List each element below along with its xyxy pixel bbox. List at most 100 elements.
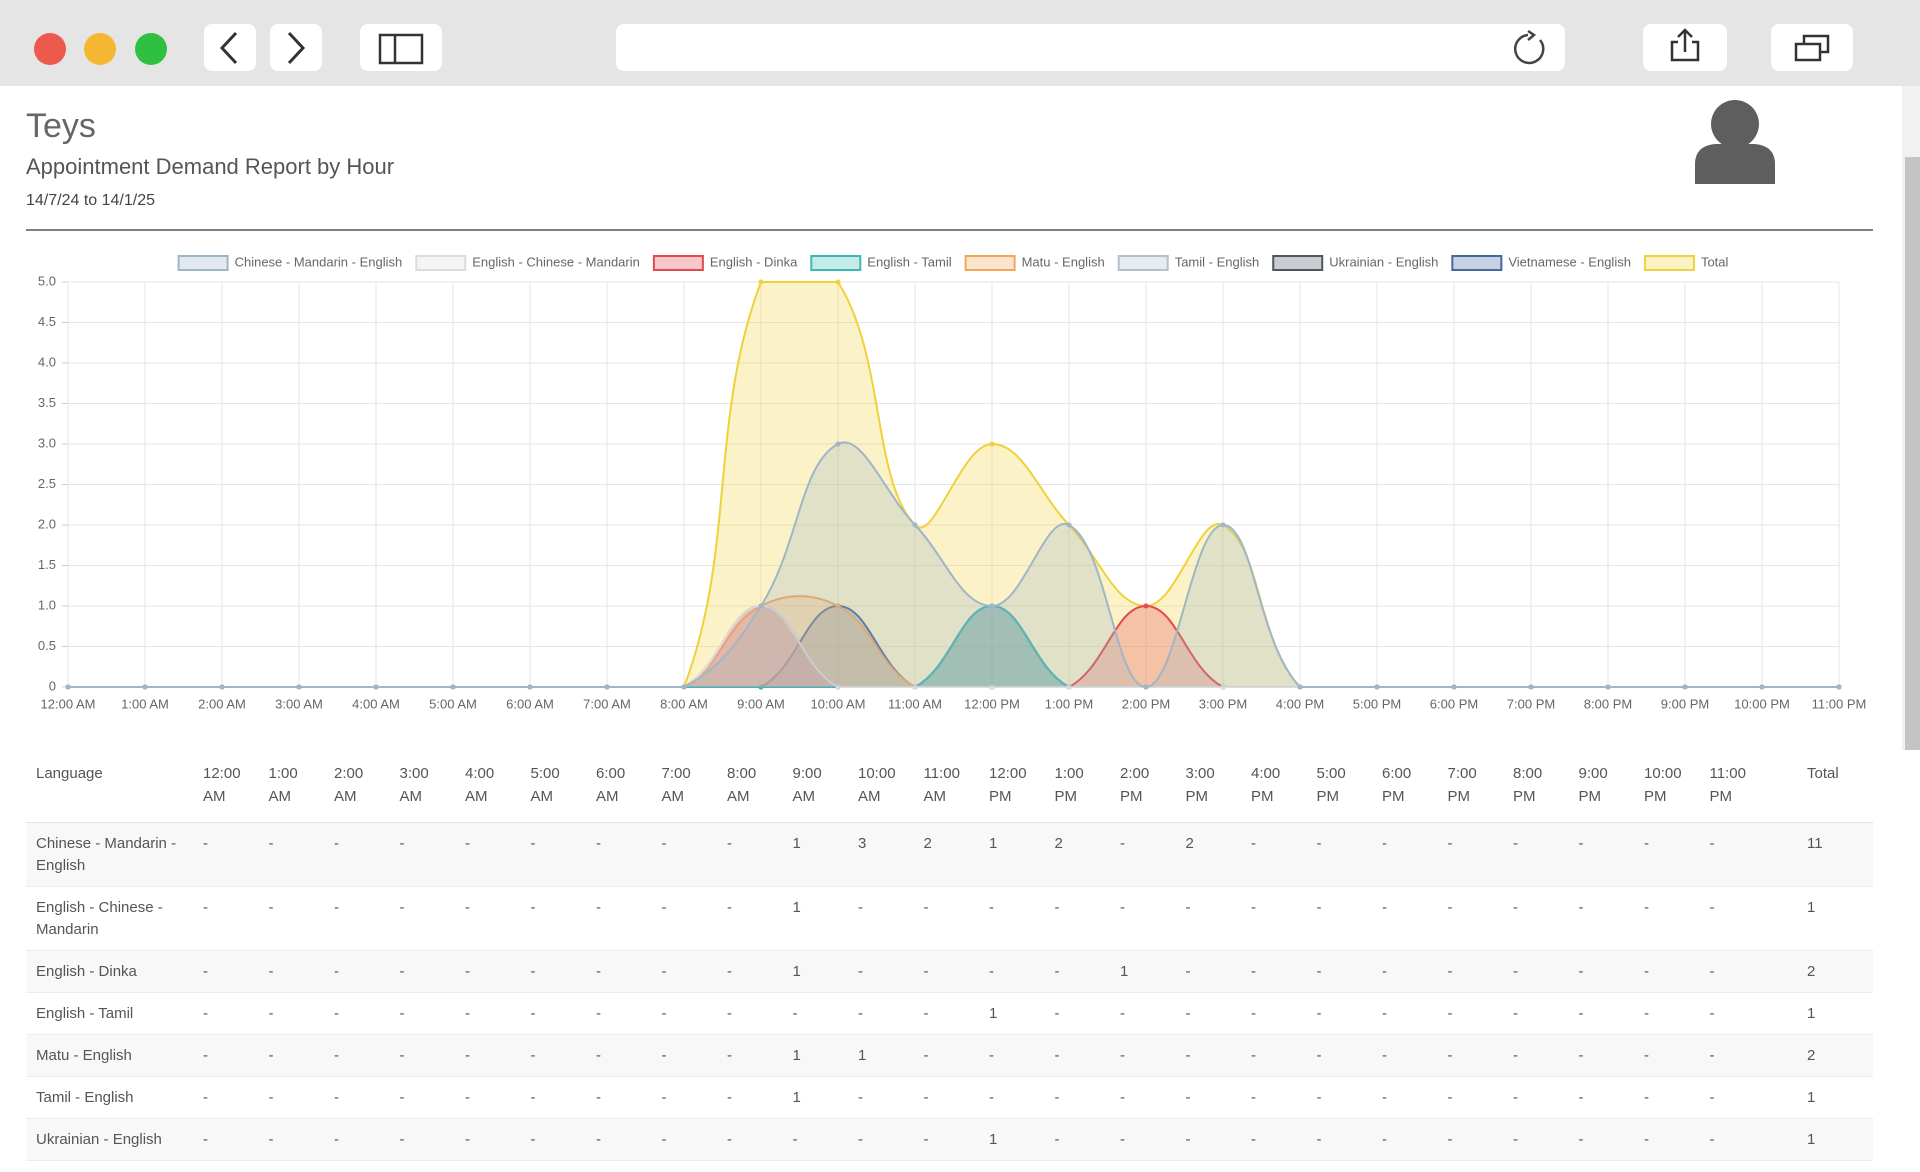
count-cell: - — [520, 1118, 586, 1161]
series-area — [68, 606, 1839, 687]
count-cell: 1 — [782, 950, 848, 993]
count-cell: - — [520, 950, 586, 993]
count-cell: - — [1699, 992, 1765, 1035]
count-cell: - — [1568, 1034, 1634, 1077]
count-cell: - — [848, 950, 914, 993]
series-point — [1374, 684, 1380, 690]
table-row: Ukrainian - English - - - - - - - - - - - -1- - - - - - - -… — [26, 1118, 1873, 1161]
series-point — [1143, 603, 1149, 609]
legend-label: Matu - English — [1022, 254, 1105, 269]
legend-item: English - Tamil — [810, 254, 952, 271]
back-button[interactable] — [204, 24, 256, 71]
language-cell: English - Tamil — [26, 992, 193, 1035]
count-cell: - — [1241, 1118, 1307, 1161]
y-tick-label: 5.0 — [38, 273, 56, 288]
legend-label: Chinese - Mandarin - English — [235, 254, 403, 269]
address-bar[interactable] — [616, 24, 1565, 71]
language-cell: Tamil - English — [26, 1076, 193, 1119]
y-tick-label: 0.5 — [38, 638, 56, 653]
x-tick-label: 9:00 PM — [1661, 696, 1709, 711]
series-point — [527, 684, 533, 690]
y-tick-label: 1.0 — [38, 597, 56, 612]
header-cell: 11:00 AM — [913, 750, 979, 823]
header-cell: 9:00 AM — [782, 750, 848, 823]
count-cell: - — [1372, 1118, 1438, 1161]
legend-label: English - Chinese - Mandarin — [472, 254, 640, 269]
legend-item: Vietnamese - English — [1451, 254, 1631, 271]
tabs-button[interactable] — [1771, 24, 1853, 71]
count-cell: - — [1437, 1076, 1503, 1119]
close-button[interactable] — [34, 33, 66, 65]
count-cell: 1 — [979, 822, 1045, 887]
language-cell: Ukrainian - English — [26, 1118, 193, 1161]
count-cell: - — [258, 950, 324, 993]
series-point — [989, 603, 995, 609]
legend-item: Chinese - Mandarin - English — [177, 254, 403, 271]
count-cell: - — [913, 886, 979, 951]
chart: Teys Appointment Demand Report by Hour 1… — [0, 0, 1920, 750]
count-cell: - — [1634, 1076, 1700, 1119]
count-cell: - — [1044, 950, 1110, 993]
count-cell: - — [1372, 950, 1438, 993]
series-point — [219, 684, 225, 690]
count-cell: - — [389, 1034, 455, 1077]
count-cell: - — [979, 1076, 1045, 1119]
count-cell: - — [1044, 1034, 1110, 1077]
count-cell: - — [651, 1034, 717, 1077]
count-cell: - — [651, 950, 717, 993]
count-cell: - — [258, 1118, 324, 1161]
legend-swatch — [1272, 255, 1324, 271]
scrollbar-thumb[interactable] — [1905, 157, 1920, 750]
avatar-body[interactable] — [1695, 144, 1775, 184]
x-tick-label: 1:00 PM — [1045, 696, 1093, 711]
table-row: English - Dinka - - - - - - - - -1- - - -1- - - - - - - - -2 — [26, 950, 1873, 993]
table-row: Chinese - Mandarin - English - - - - - - - - -1 3 2… — [26, 822, 1873, 887]
count-cell: - — [193, 1076, 259, 1119]
count-cell: 1 — [979, 1118, 1045, 1161]
count-cell: - — [1437, 992, 1503, 1035]
count-cell: - — [324, 950, 390, 993]
reload-arrow — [1527, 29, 1537, 41]
count-cell: 2 — [913, 822, 979, 887]
count-cell: - — [586, 992, 652, 1035]
count-cell: - — [1306, 886, 1372, 951]
legend-swatch — [415, 255, 467, 271]
count-cell: - — [1503, 1118, 1569, 1161]
minimize-button[interactable] — [84, 33, 116, 65]
x-tick-label: 9:00 AM — [737, 696, 785, 711]
count-cell: - — [848, 992, 914, 1035]
count-cell: - — [324, 1034, 390, 1077]
forward-button[interactable] — [270, 24, 322, 71]
table-row: Matu - English - - - - - - - - -1 1- - - - - - - - - - - - -2 — [26, 1034, 1873, 1077]
legend-label: Vietnamese - English — [1508, 254, 1631, 269]
header-cell: 2:00 PM — [1110, 750, 1176, 823]
count-cell: - — [1110, 822, 1176, 887]
count-cell: - — [1699, 1076, 1765, 1119]
count-cell: - — [324, 886, 390, 951]
series-point — [835, 684, 841, 690]
series-point — [65, 684, 71, 690]
count-cell: - — [1175, 886, 1241, 951]
header-cell: 3:00 AM — [389, 750, 455, 823]
count-cell: - — [258, 1076, 324, 1119]
legend-label: Tamil - English — [1175, 254, 1260, 269]
count-cell: - — [651, 886, 717, 951]
x-tick-label: 3:00 AM — [275, 696, 323, 711]
count-cell: - — [389, 822, 455, 887]
count-cell: - — [1110, 992, 1176, 1035]
y-tick-label: 3.5 — [38, 395, 56, 410]
zoom-button[interactable] — [135, 33, 167, 65]
count-cell: - — [193, 992, 259, 1035]
avatar-head[interactable] — [1711, 100, 1759, 148]
x-tick-label: 10:00 PM — [1734, 696, 1790, 711]
language-cell: Chinese - Mandarin - English — [26, 822, 193, 887]
count-cell: 2 — [1044, 822, 1110, 887]
count-cell: - — [717, 886, 783, 951]
x-tick-label: 11:00 PM — [1812, 696, 1867, 711]
series-point — [1220, 522, 1226, 528]
count-cell: - — [1437, 822, 1503, 887]
series-point — [373, 684, 379, 690]
reload-icon[interactable] — [1514, 33, 1545, 65]
series-point — [989, 441, 995, 447]
count-cell: - — [520, 1076, 586, 1119]
